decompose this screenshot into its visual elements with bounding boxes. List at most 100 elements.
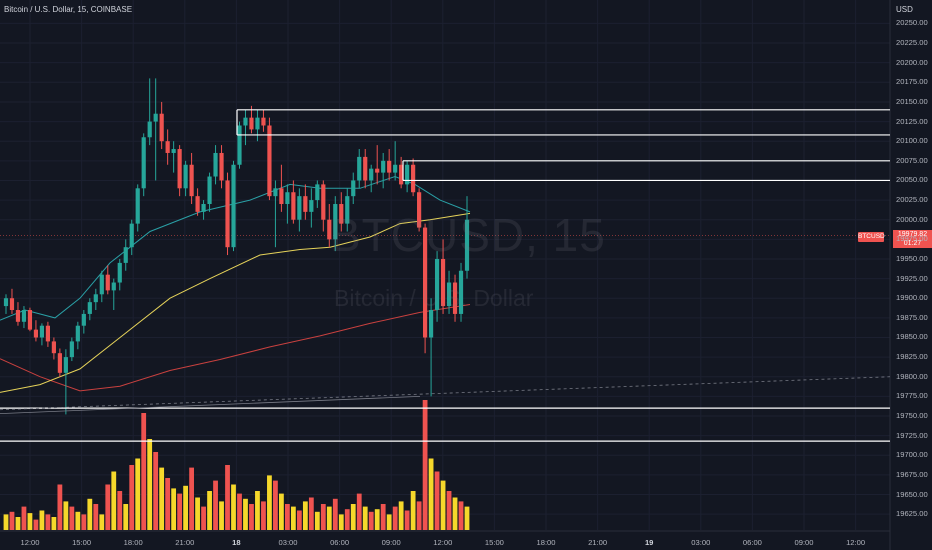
watermark-name: Bitcoin / U.S. Dollar	[334, 285, 534, 311]
candle-body	[393, 164, 398, 173]
volume-bar	[81, 514, 87, 530]
volume-bar	[452, 497, 458, 530]
volume-bar	[434, 471, 440, 530]
candle-body	[33, 329, 39, 338]
volume-bar	[213, 480, 218, 530]
volume-bar	[117, 491, 123, 530]
price-tick-label: 20100.00	[896, 136, 928, 146]
time-tick-label: 09:00	[381, 538, 401, 547]
candle-body	[387, 160, 392, 173]
volume-bar	[279, 493, 284, 530]
price-tick-label: 19675.00	[896, 469, 928, 479]
volume-bar	[135, 458, 141, 530]
time-tick-label: 06:00	[742, 538, 762, 547]
volume-bar	[99, 514, 105, 530]
candle-body	[243, 117, 248, 126]
volume-bar	[111, 471, 117, 530]
time-tick-label: 15:00	[484, 538, 504, 547]
price-tick-label: 19850.00	[896, 332, 928, 342]
volume-bar	[422, 400, 428, 530]
candle-body	[434, 258, 440, 311]
time-tick-label: 12:00	[846, 538, 866, 547]
candle-body	[177, 149, 182, 189]
candle-body	[57, 353, 62, 373]
candle-body	[171, 149, 176, 153]
candle-body	[339, 204, 344, 224]
volume-bar	[141, 413, 147, 530]
volume-bar	[243, 498, 248, 530]
candle-body	[93, 294, 98, 303]
price-tick-label: 20075.00	[896, 155, 928, 165]
volume-bar	[177, 493, 183, 530]
volume-bar	[404, 510, 410, 530]
currency-label: USD	[896, 5, 913, 14]
volume-bar	[9, 511, 15, 530]
candle-body	[381, 160, 386, 173]
candle-body	[75, 325, 80, 342]
time-tick-label: 15:00	[72, 538, 92, 547]
volume-bar	[326, 506, 332, 530]
volume-bar	[27, 513, 33, 530]
time-tick-label: 21:00	[175, 538, 195, 547]
symbol-title[interactable]: Bitcoin / U.S. Dollar, 15, COINBASE	[4, 5, 133, 14]
volume-bar	[273, 480, 278, 530]
trendline	[0, 376, 891, 411]
time-tick-label: 19	[644, 538, 654, 547]
candle-body	[141, 137, 146, 189]
volume-bar	[159, 467, 165, 530]
candle-body	[291, 192, 296, 220]
time-tick-label: 12:00	[20, 538, 40, 547]
candle-body	[297, 196, 302, 220]
candle-body	[357, 156, 362, 181]
candle-body	[207, 176, 212, 205]
volume-bar	[428, 458, 434, 530]
candle-body	[428, 310, 434, 338]
volume-bar	[195, 497, 200, 530]
volume-bar	[416, 501, 422, 530]
candle-body	[327, 219, 332, 240]
volume-bar	[344, 509, 350, 530]
watermark-symbol: BTCUSD, 15	[330, 209, 606, 261]
candle-body	[225, 180, 230, 248]
candle-body	[105, 274, 110, 291]
candle-body	[3, 298, 9, 307]
ma-slow-line	[0, 304, 471, 392]
candle-body	[153, 113, 158, 122]
price-tick-label: 20225.00	[896, 38, 928, 48]
bar-countdown: 01:27	[903, 240, 922, 247]
volume-bar	[249, 504, 254, 530]
candle-body	[201, 204, 206, 212]
candle-body	[345, 196, 350, 224]
candle-body	[165, 141, 170, 153]
volume-bar	[320, 504, 326, 530]
candle-body	[446, 282, 452, 307]
candle-body	[15, 310, 21, 322]
volume-bar	[231, 484, 236, 530]
volume-bar	[219, 501, 224, 530]
volume-bar	[332, 498, 338, 530]
volume-bar	[189, 467, 194, 530]
price-tick-label: 19775.00	[896, 391, 928, 401]
price-tick-label: 19825.00	[896, 352, 928, 362]
volume-bar	[261, 501, 266, 530]
volume-bar	[410, 491, 416, 530]
volume-bar	[458, 501, 464, 530]
candle-body	[231, 164, 236, 248]
price-tick-label: 19650.00	[896, 489, 928, 499]
price-tick-label: 20025.00	[896, 195, 928, 205]
volume-bar	[302, 501, 308, 530]
time-tick-label: 09:00	[794, 538, 814, 547]
volume-bar	[93, 504, 99, 530]
price-tick-label: 19700.00	[896, 450, 928, 460]
price-tick-label: 20125.00	[896, 116, 928, 126]
volume-bar	[225, 465, 230, 530]
volume-bar	[446, 491, 452, 530]
volume-bar	[207, 491, 212, 530]
candle-body	[99, 274, 104, 295]
candle-body	[189, 164, 194, 197]
candle-body	[458, 270, 464, 314]
candle-body	[321, 184, 326, 220]
volume-bar	[308, 497, 314, 530]
